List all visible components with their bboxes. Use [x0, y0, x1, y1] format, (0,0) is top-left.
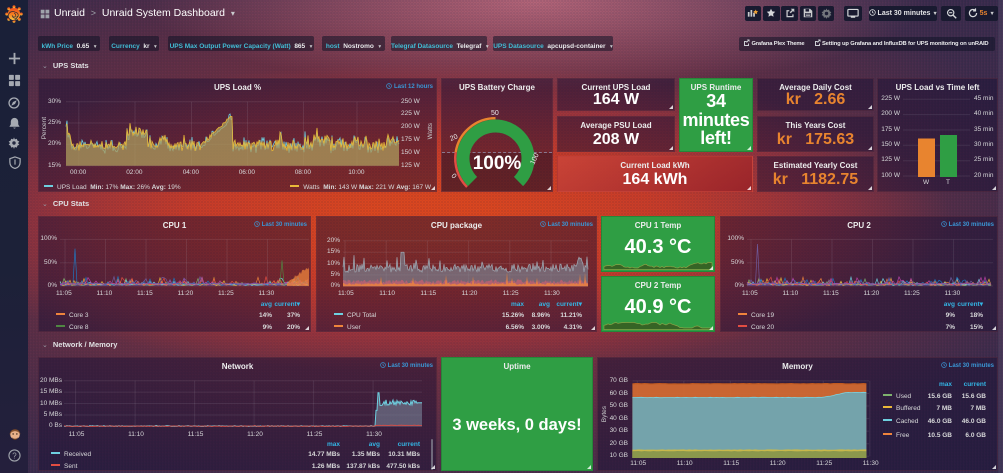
svg-text:0: 0 [450, 173, 458, 181]
svg-text:100: 100 [529, 152, 540, 166]
svg-text:20: 20 [449, 133, 459, 142]
svg-text:?: ? [12, 451, 17, 460]
svg-text:50: 50 [491, 110, 499, 117]
